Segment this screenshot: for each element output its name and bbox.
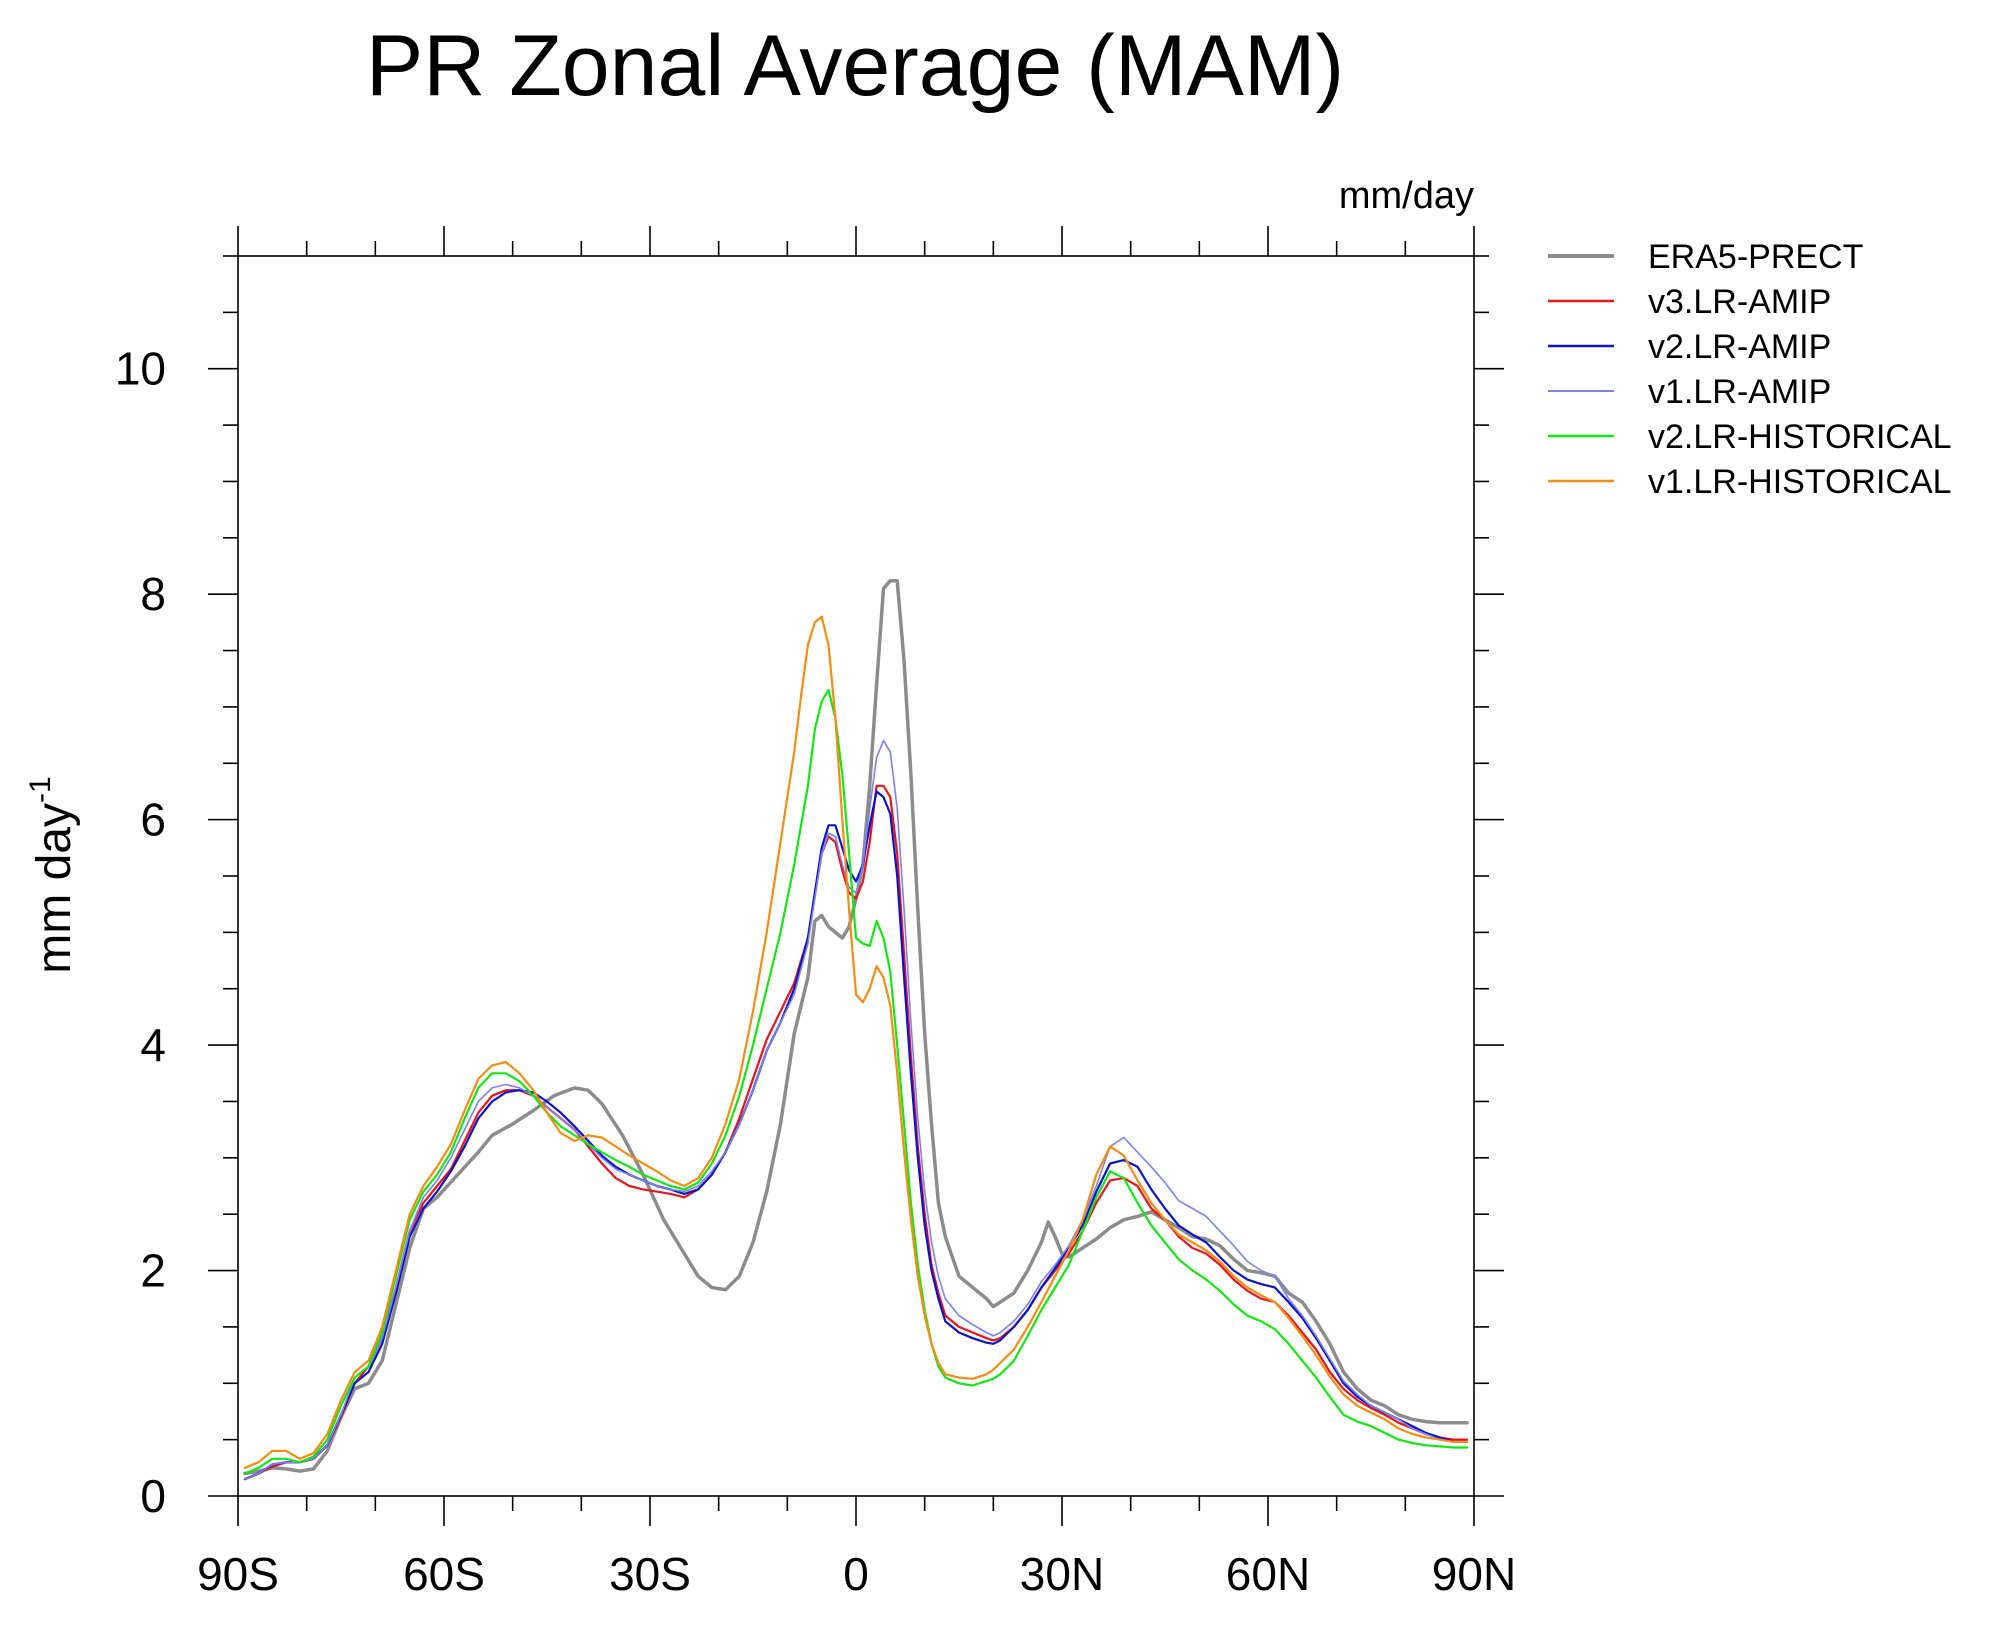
x-tick-label: 90S (197, 1548, 279, 1600)
legend: ERA5-PRECT v3.LR-AMIP v2.LR-AMIP v1.LR-AMIP… (1548, 238, 1952, 501)
x-tick-label: 60N (1226, 1548, 1310, 1600)
legend-label: v2.LR-AMIP (1648, 328, 1831, 366)
y-axis-label-text: mm day (28, 803, 81, 974)
series-line-v1-lr-amip (244, 739, 1468, 1480)
series-line-v3-lr-amip (243, 784, 1469, 1481)
x-tick-labels: 90S 60S 30S 0 30N 60N 90N (197, 1548, 1516, 1600)
x-tick-label: 30N (1020, 1548, 1104, 1600)
y-tick-label: 8 (140, 568, 166, 620)
series-line-era5-prect (243, 578, 1469, 1476)
y-axis-label-exponent: -1 (24, 776, 57, 803)
legend-label: v3.LR-AMIP (1648, 283, 1831, 321)
legend-label: ERA5-PRECT (1648, 238, 1863, 276)
series-line-v2-lr-amip (243, 790, 1469, 1481)
x-tick-label: 90N (1432, 1548, 1516, 1600)
x-tick-label: 30S (609, 1548, 691, 1600)
legend-label: v2.LR-HISTORICAL (1648, 418, 1952, 456)
x-tick-label: 60S (403, 1548, 485, 1600)
y-tick-label: 10 (115, 343, 166, 395)
x-tick-label: 0 (843, 1548, 869, 1600)
y-tick-label: 4 (140, 1019, 166, 1071)
series-line-v1-lr-historical (243, 615, 1469, 1469)
y-tick-label: 0 (140, 1470, 166, 1522)
y-tick-label: 6 (140, 794, 166, 846)
y-tick-labels: 0 2 4 6 8 10 (115, 343, 166, 1522)
axis-ticks (208, 226, 1504, 1526)
series-layer (243, 578, 1469, 1481)
plot-frame (237, 255, 1475, 1497)
series-line-v2-lr-historical (243, 688, 1469, 1475)
y-axis-label: mm day-1 (24, 776, 81, 973)
chart-title: PR Zonal Average (MAM) (366, 18, 1344, 114)
y-tick-label: 2 (140, 1245, 166, 1297)
legend-label: v1.LR-AMIP (1648, 373, 1831, 411)
legend-label: v1.LR-HISTORICAL (1648, 463, 1952, 501)
units-label: mm/day (1339, 175, 1474, 217)
